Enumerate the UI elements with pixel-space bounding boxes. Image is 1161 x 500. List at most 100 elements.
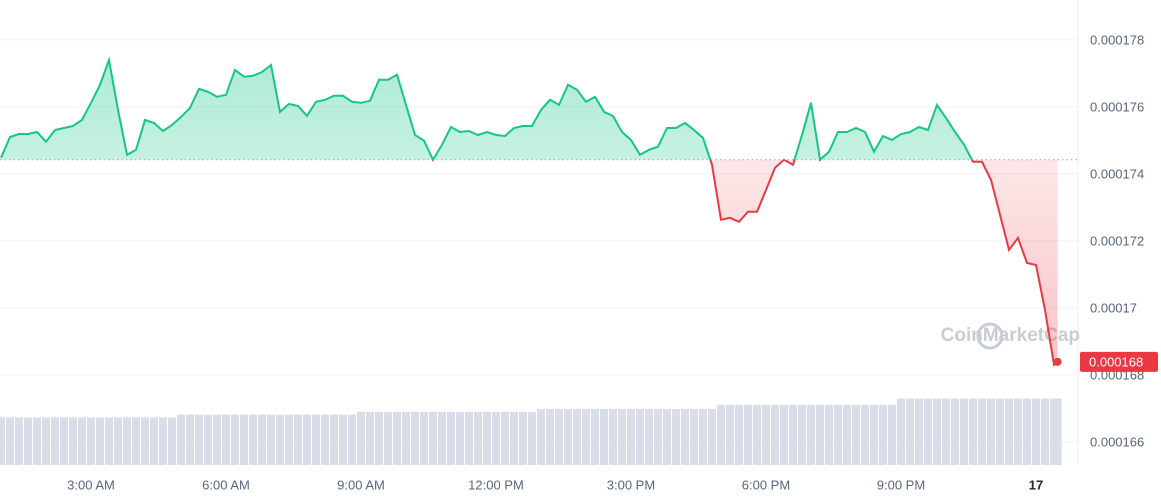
volume-bar <box>752 404 761 465</box>
volume-bar <box>410 411 419 465</box>
volume-bar <box>851 404 860 465</box>
volume-bar <box>572 409 581 465</box>
volume-bar <box>797 404 806 465</box>
volume-bar <box>824 404 833 465</box>
volume-bar <box>770 404 779 465</box>
volume-bar <box>1004 398 1013 465</box>
volume-bar <box>671 409 680 465</box>
volume-bar <box>392 411 401 465</box>
volume-bar <box>905 398 914 465</box>
y-tick-label: 0.000166 <box>1090 434 1144 449</box>
volume-bar <box>527 411 536 465</box>
volume-bar <box>716 404 725 465</box>
volume-bar <box>995 398 1004 465</box>
volume-bar <box>167 417 176 465</box>
price-badge-label: 0.000168 <box>1089 354 1143 369</box>
volume-bar <box>248 414 257 465</box>
volume-bar <box>518 411 527 465</box>
volume-bar <box>923 398 932 465</box>
volume-bar <box>446 411 455 465</box>
volume-bar <box>230 414 239 465</box>
volume-bar <box>356 411 365 465</box>
volume-bar <box>734 404 743 465</box>
volume-bar <box>293 414 302 465</box>
volume-bar <box>86 417 95 465</box>
volume-bar <box>887 404 896 465</box>
area-down <box>1 159 1058 365</box>
volume-bar <box>428 411 437 465</box>
volume-bar <box>491 411 500 465</box>
volume-bar <box>0 417 5 465</box>
volume-bar <box>302 414 311 465</box>
volume-bar <box>626 409 635 465</box>
x-tick-label: 6:00 AM <box>202 477 250 492</box>
volume-bar <box>941 398 950 465</box>
volume-bar <box>860 404 869 465</box>
volume-bar <box>194 414 203 465</box>
volume-bar <box>50 417 59 465</box>
volume-bar <box>14 417 23 465</box>
volume-bar <box>374 411 383 465</box>
volume-bar <box>608 409 617 465</box>
volume-bar <box>1022 398 1031 465</box>
volume-bar <box>32 417 41 465</box>
volume-bar <box>113 417 122 465</box>
volume-bar <box>473 411 482 465</box>
x-tick-label: 9:00 PM <box>877 477 925 492</box>
volume-bar <box>212 414 221 465</box>
volume-bar <box>554 409 563 465</box>
volume-bar <box>932 398 941 465</box>
x-tick-label: 9:00 AM <box>337 477 385 492</box>
volume-bar <box>878 404 887 465</box>
volume-bar <box>869 404 878 465</box>
volume-bar <box>977 398 986 465</box>
volume-bar <box>1040 398 1049 465</box>
volume-bar <box>815 404 824 465</box>
volume-bar <box>284 414 293 465</box>
watermark: CoinMarketCap <box>941 325 1080 346</box>
volume-bar <box>662 409 671 465</box>
volume-bar <box>131 417 140 465</box>
volume-bar <box>347 414 356 465</box>
volume-bar <box>41 417 50 465</box>
watermark-logo <box>976 322 1004 350</box>
volume-bar <box>617 409 626 465</box>
volume-bar <box>176 414 185 465</box>
x-tick-label: 3:00 AM <box>67 477 115 492</box>
volume-bar <box>5 417 14 465</box>
volume-bar <box>149 417 158 465</box>
x-tick-label: 12:00 PM <box>468 477 524 492</box>
volume-bar <box>590 409 599 465</box>
volume-bar <box>419 411 428 465</box>
price-line-down <box>431 159 1059 367</box>
volume-bar <box>239 414 248 465</box>
volume-bar <box>338 414 347 465</box>
x-tick-label: 17 <box>1029 477 1043 492</box>
volume-bar <box>104 417 113 465</box>
volume-bar <box>743 404 752 465</box>
volume-bar <box>563 409 572 465</box>
volume-bar <box>185 414 194 465</box>
volume-bar <box>464 411 473 465</box>
price-badge <box>1080 351 1158 372</box>
volume-bar <box>311 414 320 465</box>
volume-bar <box>158 417 167 465</box>
volume-bar <box>275 414 284 465</box>
volume-bar <box>455 411 464 465</box>
volume-bar <box>509 411 518 465</box>
volume-bar <box>1053 398 1062 465</box>
y-tick-label: 0.000172 <box>1090 233 1144 248</box>
volume-bar <box>779 404 788 465</box>
volume-bar <box>437 411 446 465</box>
volume-bar <box>986 398 995 465</box>
volume-bar <box>536 409 545 465</box>
volume-bar <box>140 417 149 465</box>
volume-bar <box>914 398 923 465</box>
volume-bar <box>842 404 851 465</box>
volume-bar <box>599 409 608 465</box>
volume-bar <box>77 417 86 465</box>
volume-bar <box>500 411 509 465</box>
volume-bar <box>896 398 905 465</box>
volume-bar <box>23 417 32 465</box>
